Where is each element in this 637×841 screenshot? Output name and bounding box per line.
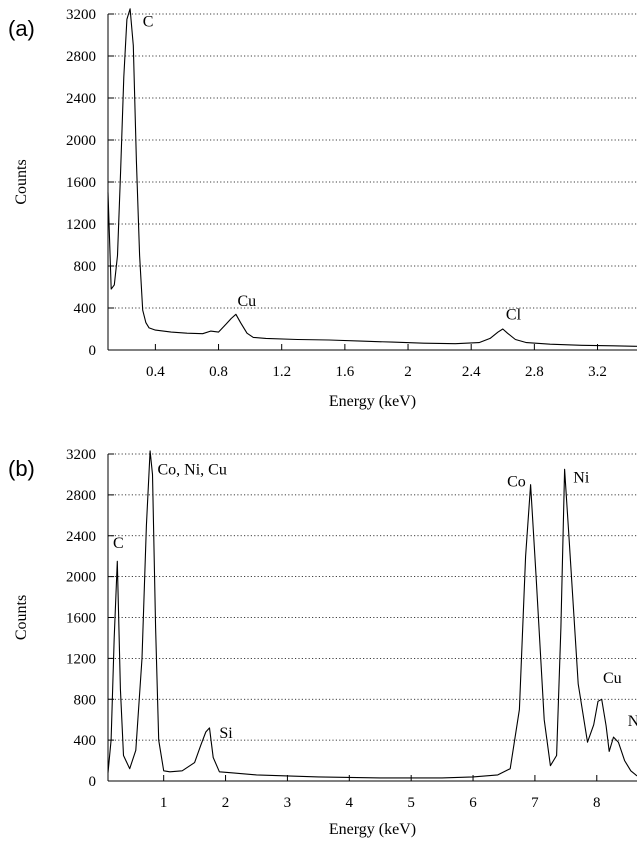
x-axis-label: Energy (keV) xyxy=(329,821,416,838)
x-axis-label: Energy (keV) xyxy=(329,393,416,410)
panel-b: 0 400 800 1200 1600 2000 2400 2800 3200 1 2 3 4 5 6 7 8 E… xyxy=(8,447,637,838)
x-tick-label: 3.2 xyxy=(588,364,607,380)
x-tick-label: 2.4 xyxy=(462,364,481,380)
x-tick-label: 2 xyxy=(222,795,230,811)
panel-a: 0 400 800 1200 1600 2000 2400 2800 3200 0.4 0.8 1.2… xyxy=(8,7,637,410)
peak-label: C xyxy=(143,14,154,31)
y-axis-label: Counts xyxy=(13,159,30,204)
y-tick-label: 2000 xyxy=(66,570,96,586)
x-tick-label: 4 xyxy=(346,795,354,811)
y-tick-label: 400 xyxy=(74,301,97,317)
peak-label: Co xyxy=(507,474,526,491)
x-tick-label: 0.4 xyxy=(146,364,165,380)
y-tick-label: 1200 xyxy=(66,217,96,233)
y-tick-label: 3200 xyxy=(66,7,96,23)
peak-label: Ni xyxy=(573,470,590,487)
peak-label: C xyxy=(113,535,124,552)
y-tick-label: 400 xyxy=(74,733,97,749)
x-tick-label: 8 xyxy=(593,795,601,811)
x-tick-label: 6 xyxy=(469,795,477,811)
y-tick-label: 2000 xyxy=(66,133,96,149)
y-tick-label: 2800 xyxy=(66,49,96,65)
y-tick-label: 800 xyxy=(74,259,97,275)
y-tick-label: 2400 xyxy=(66,91,96,107)
y-tick-label: 800 xyxy=(74,692,97,708)
peak-label: Cu xyxy=(603,670,622,687)
y-tick-label: 0 xyxy=(89,774,97,790)
x-tick-label: 1.6 xyxy=(335,364,354,380)
peak-label: Co, Ni, Cu xyxy=(157,461,226,478)
peak-label: Si xyxy=(219,725,233,742)
spectrum-line xyxy=(107,450,637,779)
x-tick-label: 1.2 xyxy=(272,364,291,380)
x-tick-label: 2 xyxy=(404,364,412,380)
y-tick-label: 1600 xyxy=(66,611,96,627)
x-tick-label: 7 xyxy=(531,795,539,811)
spectrum-line xyxy=(107,8,637,347)
panel-label: (a) xyxy=(8,16,35,41)
x-tick-label: 1 xyxy=(160,795,168,811)
peak-label: Cl xyxy=(506,307,522,324)
y-axis-label: Counts xyxy=(13,595,30,640)
y-tick-label: 2800 xyxy=(66,488,96,504)
y-tick-label: 1600 xyxy=(66,175,96,191)
y-tick-label: 1200 xyxy=(66,651,96,667)
peak-label: N xyxy=(628,713,637,730)
y-tick-label: 3200 xyxy=(66,447,96,463)
y-tick-label: 2400 xyxy=(66,529,96,545)
panel-label: (b) xyxy=(8,456,35,481)
x-tick-label: 5 xyxy=(407,795,415,811)
x-tick-label: 3 xyxy=(284,795,292,811)
peak-label: Cu xyxy=(237,293,256,310)
y-tick-label: 0 xyxy=(89,343,97,359)
x-tick-label: 2.8 xyxy=(525,364,544,380)
x-tick-label: 0.8 xyxy=(209,364,228,380)
